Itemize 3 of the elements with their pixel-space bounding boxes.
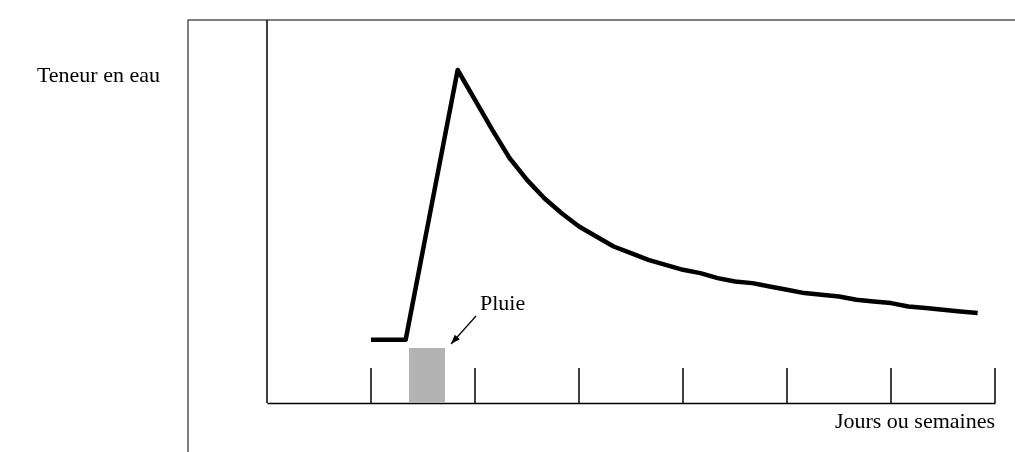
annotation: Pluie bbox=[480, 290, 526, 315]
y-axis-title: Teneur en eau bbox=[36, 62, 160, 87]
x-axis-title: Jours ou semaines bbox=[834, 408, 995, 433]
